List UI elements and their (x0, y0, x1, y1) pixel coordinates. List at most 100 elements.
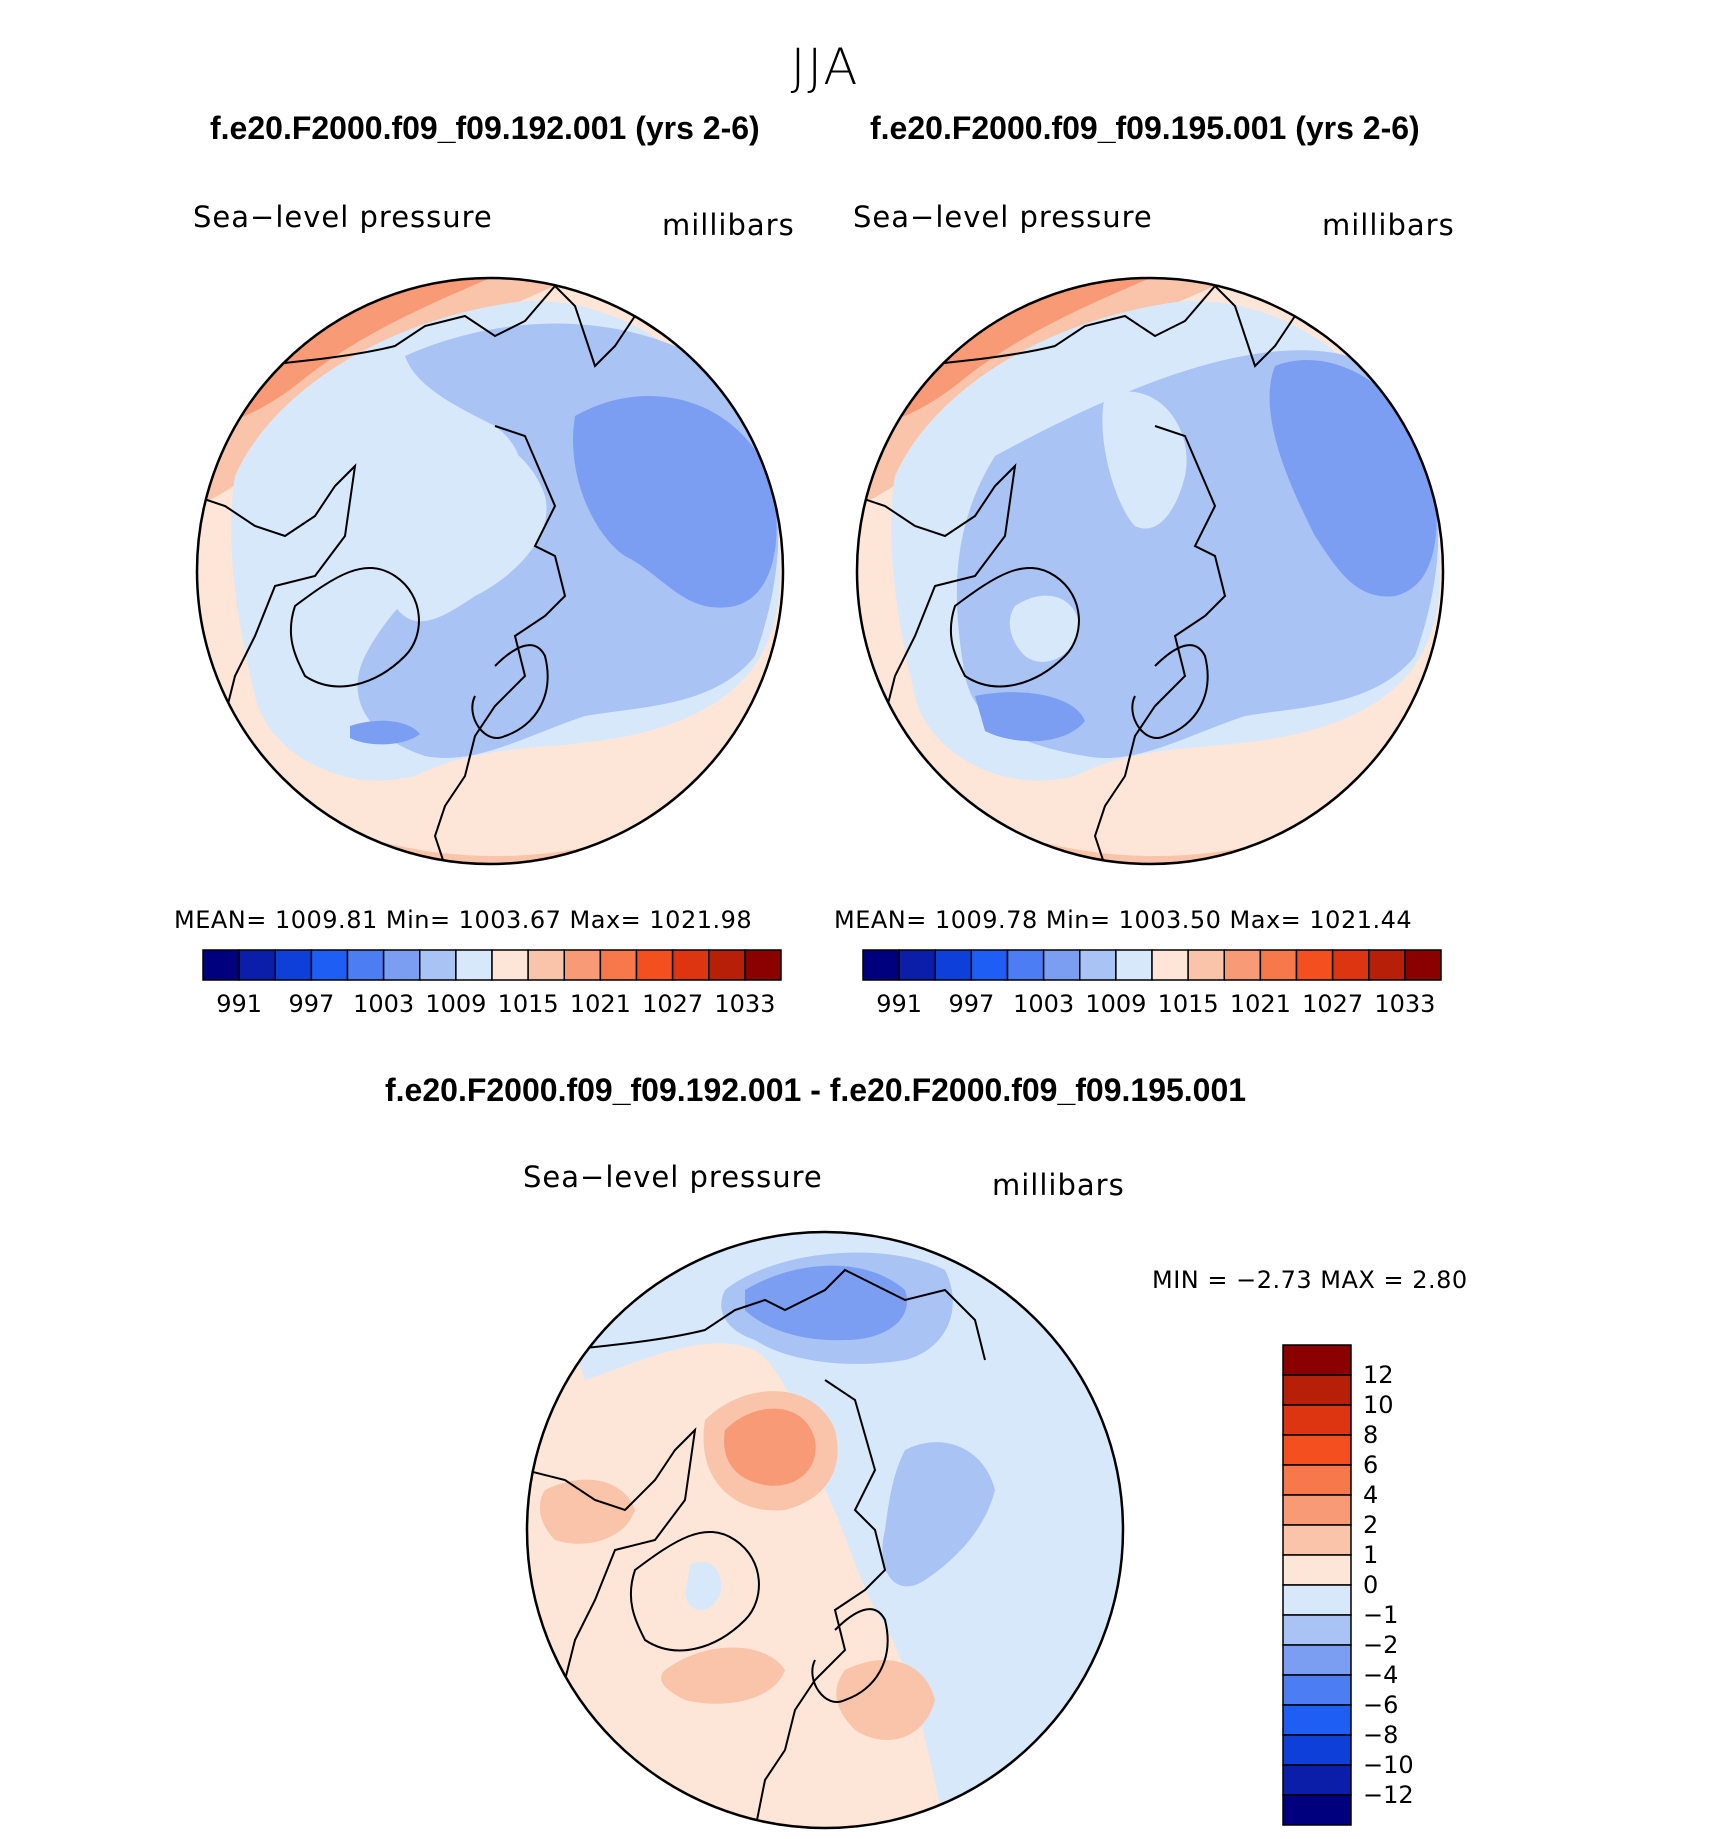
coastline-scandinavia (811, 1608, 889, 1703)
colorbar-swatch (527, 949, 566, 981)
colorbar-tick-label: 1033 (1374, 990, 1436, 1018)
diff-colorbar-swatch (1282, 1524, 1352, 1556)
diff-colorbar-swatch (1282, 1404, 1352, 1436)
panel2-units-label: millibars (1322, 208, 1455, 242)
colorbar-swatch (862, 949, 900, 981)
slp-band-997-b (350, 720, 420, 745)
diff-colorbar-tick-label: 6 (1363, 1451, 1379, 1479)
colorbar-swatch (744, 949, 782, 981)
diff-colorbar-tick-label: 1 (1363, 1541, 1379, 1569)
colorbar-tick-label: 1027 (642, 990, 704, 1018)
diff-colorbar-swatch (1282, 1434, 1352, 1466)
diff-colorbar-tick-label: −8 (1363, 1721, 1399, 1749)
diff-band-neg2-east (882, 1442, 995, 1587)
colorbar-swatch (1295, 949, 1334, 981)
colorbar-swatch (310, 949, 349, 981)
colorbar-swatch (419, 949, 457, 981)
diff-colorbar-tick-label: −6 (1363, 1691, 1399, 1719)
colorbar-tick-label: 1027 (1302, 990, 1364, 1018)
diff-colorbar-swatch (1282, 1584, 1352, 1616)
colorbar-swatch (274, 949, 313, 981)
diff-colorbar-swatch (1282, 1464, 1352, 1496)
season-title: JJA (790, 38, 860, 96)
colorbar-swatch (635, 949, 674, 981)
diff-colorbar-swatch (1282, 1674, 1352, 1706)
diff-colorbar-swatch (1282, 1374, 1352, 1406)
diff-stats: MIN = −2.73 MAX = 2.80 (1152, 1266, 1468, 1294)
panel2-colorbar-ticks: 991 997 1003 1009 1015 1021 1027 1033 (863, 990, 1441, 1020)
slp-band-1009-inner (1102, 391, 1187, 529)
coastline-canada (527, 1427, 697, 1721)
coastline-greenland (629, 1531, 760, 1652)
coastline-canada (857, 463, 1017, 757)
colorbar-tick-label: 1009 (1085, 990, 1147, 1018)
colorbar-swatch (1151, 949, 1189, 981)
diff-map (525, 1230, 1125, 1830)
colorbar-swatch (1115, 949, 1153, 981)
diff-colorbar-tick-label: −12 (1363, 1781, 1414, 1809)
panel2-map-outline (855, 276, 1445, 866)
panel2-title: f.e20.F2000.f09_f09.195.001 (yrs 2-6) (870, 110, 1420, 146)
colorbar-tick-label: 1033 (714, 990, 776, 1018)
colorbar-swatch (1187, 949, 1226, 981)
colorbar-tick-label: 997 (288, 990, 335, 1018)
diff-band-neg1-east (565, 1232, 1123, 1828)
diff-colorbar-swatch (1282, 1644, 1352, 1676)
colorbar-tick-label: 1003 (1013, 990, 1075, 1018)
colorbar-swatch (1259, 949, 1298, 981)
diff-colorbar-tick-label: 4 (1363, 1481, 1379, 1509)
panel2-field-label: Sea−level pressure (853, 200, 1153, 234)
colorbar-swatch (934, 949, 973, 981)
panel2-stats: MEAN= 1009.78 Min= 1003.50 Max= 1021.44 (834, 906, 1413, 934)
diff-colorbar-swatch (1282, 1734, 1352, 1766)
coastline-scandinavia (471, 644, 549, 739)
diff-colorbar-swatch (1282, 1794, 1352, 1826)
diff-band-neg1-greenland (685, 1561, 721, 1610)
panel1-units-label: millibars (662, 208, 795, 242)
colorbar-tick-label: 1021 (569, 990, 631, 1018)
coastline-eurasia (254, 284, 736, 864)
panel2-colorbar (862, 949, 1442, 981)
colorbar-swatch (599, 949, 638, 981)
panel1-field-label: Sea−level pressure (193, 200, 493, 234)
panel1-colorbar (202, 949, 782, 981)
colorbar-swatch (346, 949, 385, 981)
diff-colorbar-ticks: 12 10 8 6 4 2 1 0 −1 −2 −4 −6 −8 −10 −12 (1363, 1345, 1443, 1825)
colorbar-swatch (1223, 949, 1262, 981)
colorbar-tick-label: 1015 (497, 990, 559, 1018)
colorbar-swatch (563, 949, 602, 981)
panel1-colorbar-ticks: 991 997 1003 1009 1015 1021 1027 1033 (203, 990, 781, 1020)
colorbar-tick-label: 1021 (1229, 990, 1291, 1018)
diff-units-label: millibars (992, 1168, 1125, 1202)
panel1-stats: MEAN= 1009.81 Min= 1003.67 Max= 1021.98 (174, 906, 753, 934)
panel1-map (195, 276, 785, 866)
diff-band-pos4-center (724, 1408, 816, 1486)
colorbar-swatch (708, 949, 746, 981)
panel1-title: f.e20.F2000.f09_f09.192.001 (yrs 2-6) (210, 110, 760, 146)
colorbar-tick-label: 1003 (353, 990, 415, 1018)
colorbar-tick-label: 991 (876, 990, 923, 1018)
colorbar-swatch (970, 949, 1009, 981)
colorbar-swatch (238, 949, 277, 981)
diff-colorbar-tick-label: 12 (1363, 1361, 1394, 1389)
diff-colorbar-swatch (1282, 1494, 1352, 1526)
diff-band-pos2-se (836, 1660, 935, 1740)
coastline-canada (197, 463, 357, 757)
colorbar-swatch (1404, 949, 1442, 981)
diff-field-label: Sea−level pressure (523, 1160, 823, 1194)
slp-band-997-b (975, 692, 1085, 742)
diff-band-neg4-north (745, 1265, 907, 1341)
colorbar-swatch (1079, 949, 1117, 981)
diff-map-outline (525, 1230, 1125, 1830)
diff-colorbar-tick-label: −1 (1363, 1601, 1399, 1629)
diff-band-pos2-south (661, 1647, 785, 1704)
panel1-map-outline (195, 276, 785, 866)
diff-colorbar-swatch (1282, 1554, 1352, 1586)
colorbar-swatch (382, 949, 421, 981)
panel2-map (855, 276, 1445, 866)
diff-colorbar-tick-label: −4 (1363, 1661, 1399, 1689)
diff-colorbar-swatch (1282, 1764, 1352, 1796)
colorbar-swatch (1006, 949, 1045, 981)
colorbar-swatch (491, 949, 529, 981)
diff-colorbar-tick-label: 2 (1363, 1511, 1379, 1539)
